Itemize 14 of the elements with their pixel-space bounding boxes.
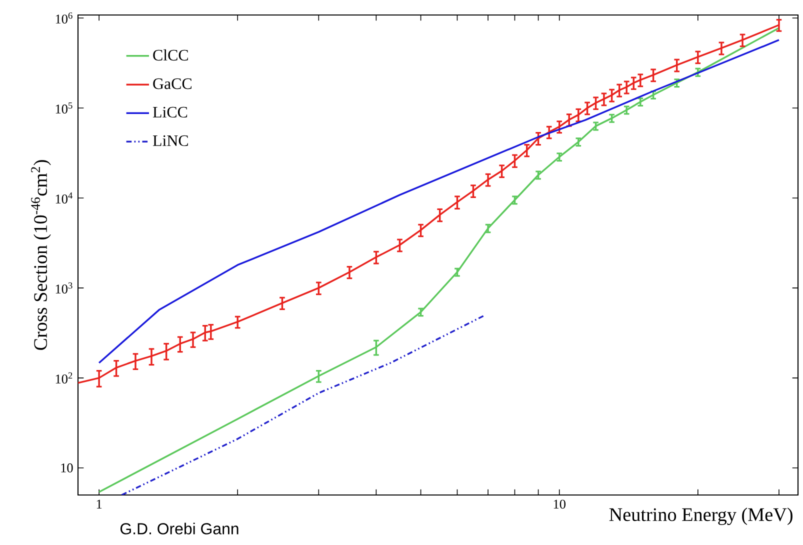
text: G.D. Orebi Gann [120, 522, 238, 534]
y-tick-label: 10$^{5}$ [56, 102, 72, 114]
legend-label: LiCC [152, 106, 188, 118]
y-tick-label: 10 [61, 463, 73, 472]
x-axis-title: Neutrino Energy (MeV) [609, 508, 792, 526]
x-tick-label: 1 [96, 500, 102, 508]
y-tick-label: 10$^{4}$ [56, 192, 72, 204]
y-tick-label: 10$^{2}$ [56, 372, 72, 384]
y-axis-title: Cross Section (10$^{-46}$cm$^{2}$) [31, 160, 51, 350]
y-tick-label: 10$^{6}$ [56, 12, 72, 24]
legend-label: ClCC [153, 49, 188, 61]
legend-label: GaCC [153, 78, 192, 90]
legend-label: LiNC [152, 135, 188, 146]
y-tick-label: 10$^{3}$ [56, 282, 72, 294]
